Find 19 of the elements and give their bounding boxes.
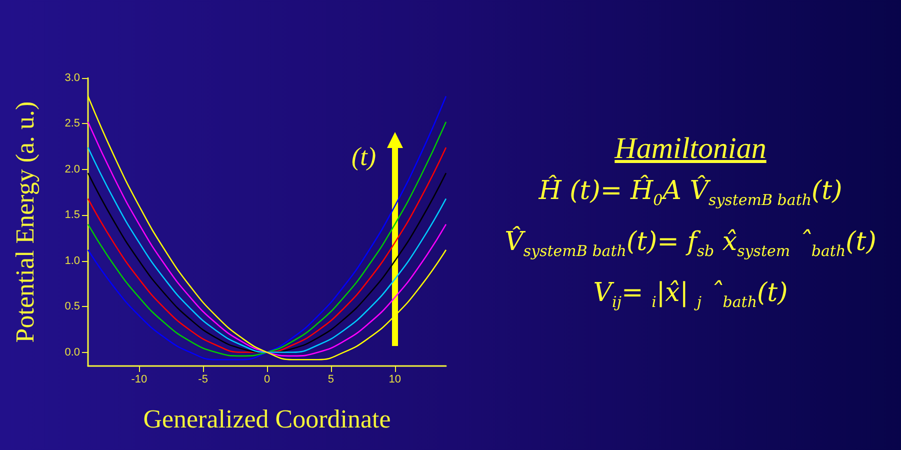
x-tick-label: 10 xyxy=(388,374,401,386)
y-tick-label: 2.5 xyxy=(64,118,80,130)
text: Ĥ (t)= Ĥ$_{0}$A V̂$_{systemB bath}$(t) xyxy=(537,174,844,212)
y-tick-label: 3.0 xyxy=(64,72,80,84)
y-tick-label: 1.0 xyxy=(64,254,80,267)
y-axis-title: Potential Energy (a. u.) xyxy=(10,101,40,343)
annotation: (t) xyxy=(351,142,376,172)
x-tick-label: -5 xyxy=(198,374,208,386)
x-tick-label: 5 xyxy=(328,374,334,386)
y-tick-label: 2.0 xyxy=(64,163,80,176)
x-tick-label: 0 xyxy=(264,374,270,386)
x-tick-label: -10 xyxy=(131,374,148,386)
y-tick-label: 0.0 xyxy=(64,346,80,358)
text: V̂$_{systemB bath}$(t)= f$_{sb}$ x̂$_{system}$ ˆ$_{bath}$(t) xyxy=(504,227,876,260)
text: Hamiltonian xyxy=(613,131,768,167)
x-axis-title: Generalized Coordinate xyxy=(143,404,391,434)
text: V$_{ij}$= $_{i}$|x̂| $_{j}$ ˆ$_{bath}$(t) xyxy=(593,278,788,312)
y-tick-label: 1.5 xyxy=(64,209,80,222)
y-tick-label: 0.5 xyxy=(64,300,80,313)
